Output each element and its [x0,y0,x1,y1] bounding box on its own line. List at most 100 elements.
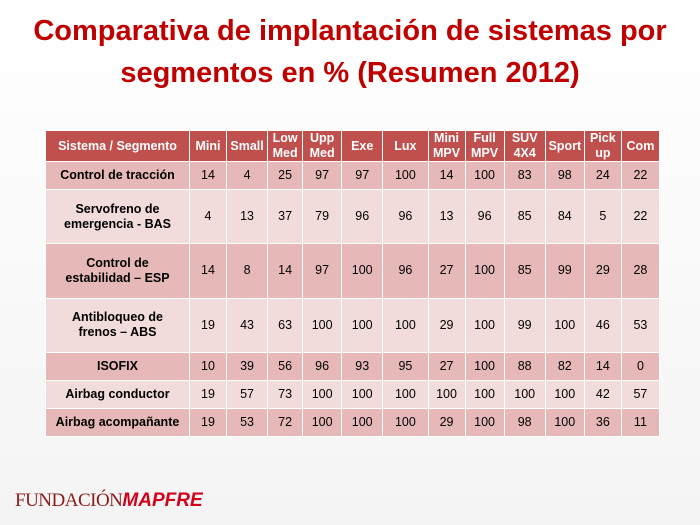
cell: 100 [382,297,429,353]
cell: 57 [620,379,661,409]
column-header: Sport [544,130,585,162]
column-header: Pick up [583,130,622,162]
cell: 14 [267,243,304,299]
cell: 53 [225,407,269,438]
cell: 19 [188,379,228,409]
table-row: Control de tracción 14 4 25 97 97 100 14 100 83 98… [45,160,661,191]
table-row: Airbag acompañante 19 53 72 100 100 100 29 100 98… [45,407,661,438]
table-row: Antibloqueo de frenos – ABS 19 43 63 100 100 1… [45,297,661,353]
table-row: Airbag conductor 19 57 73 100 100 100 100 100 100… [45,379,661,409]
cell: 8 [225,243,269,299]
cell: 14 [188,160,228,191]
cell: 43 [225,297,269,353]
cell: 85 [503,243,546,299]
cell: 14 [188,243,228,299]
cell: 22 [620,160,661,191]
cell: 96 [341,189,384,245]
cell: 97 [302,243,343,299]
cell: 98 [544,160,585,191]
title: Comparativa de implantación de sistemas … [33,15,667,89]
cell: 100 [302,407,343,438]
cell: 36 [583,407,622,438]
cell: 82 [544,351,585,381]
table-row: Servofreno de emergencia - BAS 4 13 37 79 96 9… [45,189,661,245]
cell: 96 [382,243,429,299]
column-header: Exe [341,130,384,162]
cell: 95 [382,351,429,381]
column-header: Com [620,130,661,162]
cell: 100 [464,297,505,353]
cell: 63 [267,297,304,353]
column-header: Upp Med [302,130,343,162]
cell: 5 [583,189,622,245]
cell: 99 [503,297,546,353]
cell: 97 [341,160,384,191]
cell: 27 [427,351,466,381]
logo-text: MAPFRE [122,490,203,511]
table-row: Control de estabilidad – ESP 14 8 14 97 100 96… [45,243,661,299]
cell: 42 [583,379,622,409]
cell: 14 [583,351,622,381]
cell: 100 [341,243,384,299]
row-label: Airbag acompañante [45,407,190,438]
column-header: Mini [188,130,228,162]
cell: 11 [620,407,661,438]
cell: 79 [302,189,343,245]
cell: 100 [382,160,429,191]
cell: 28 [620,243,661,299]
cell: 24 [583,160,622,191]
cell: 100 [464,351,505,381]
cell: 29 [583,243,622,299]
cell: 100 [302,379,343,409]
cell: 100 [382,407,429,438]
cell: 100 [382,379,429,409]
cell: 100 [544,407,585,438]
header-row: Sistema / Segmento Mini Small Low Med Upp Me… [45,130,661,162]
cell: 10 [188,351,228,381]
cell: 19 [188,407,228,438]
cell: 96 [382,189,429,245]
cell: 84 [544,189,585,245]
cell: 100 [341,407,384,438]
cell: 99 [544,243,585,299]
column-header: Sistema / Segmento [45,130,190,162]
cell: 14 [427,160,466,191]
cell: 57 [225,379,269,409]
data-table: Sistema / Segmento Mini Small Low Med Upp Me… [45,130,661,438]
cell: 100 [302,297,343,353]
cell: 53 [620,297,661,353]
cell: 39 [225,351,269,381]
cell: 100 [544,379,585,409]
cell: 93 [341,351,384,381]
cell: 83 [503,160,546,191]
logo: FUNDACIÓNMAPFRE [15,490,203,512]
cell: 85 [503,189,546,245]
cell: 29 [427,297,466,353]
cell: 72 [267,407,304,438]
row-label: Control de tracción [45,160,190,191]
cell: 100 [341,379,384,409]
cell: 100 [464,160,505,191]
cell: 27 [427,243,466,299]
cell: 0 [620,351,661,381]
cell: 4 [225,160,269,191]
column-header: Mini MPV [427,130,466,162]
cell: 56 [267,351,304,381]
row-label: ISOFIX [45,351,190,381]
cell: 97 [302,160,343,191]
column-header: Low Med [267,130,304,162]
cell: 13 [427,189,466,245]
cell: 73 [267,379,304,409]
row-label: Airbag conductor [45,379,190,409]
cell: 100 [544,297,585,353]
cell: 96 [464,189,505,245]
cell: 46 [583,297,622,353]
table-row: ISOFIX 10 39 56 96 93 95 27 100 88 82 14 0 [45,351,661,381]
cell: 100 [503,379,546,409]
cell: 22 [620,189,661,245]
column-header: Lux [382,130,429,162]
cell: 4 [188,189,228,245]
cell: 96 [302,351,343,381]
cell: 37 [267,189,304,245]
